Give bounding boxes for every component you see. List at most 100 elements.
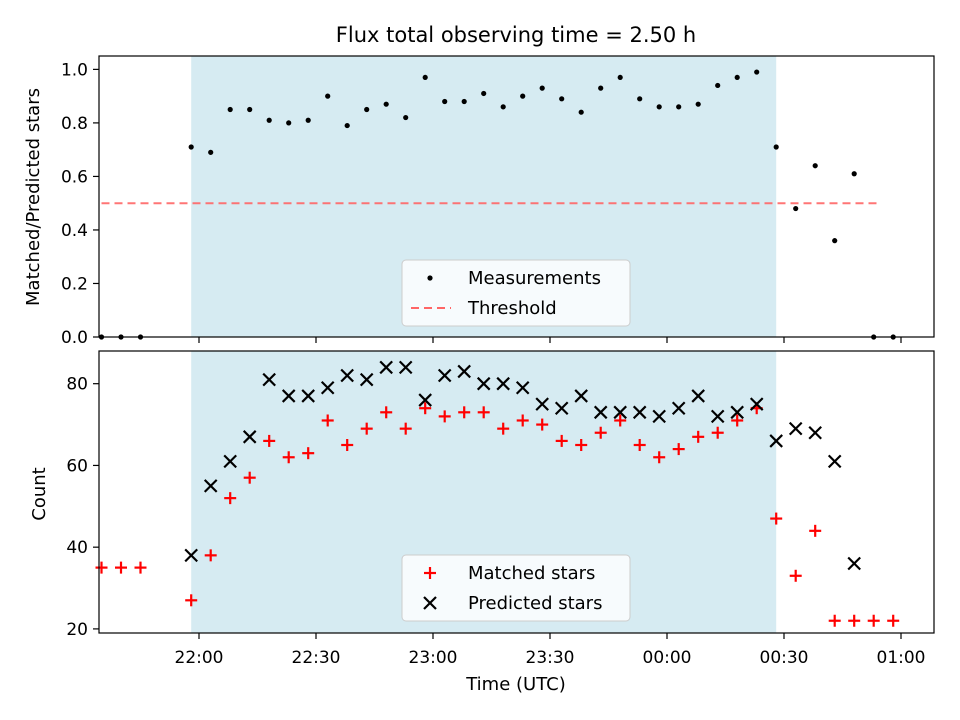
measurement-point	[227, 106, 233, 113]
top-axes-frame	[98, 55, 935, 338]
matched-star-marker	[341, 439, 354, 451]
measurement-point	[500, 104, 506, 110]
predicted-star-marker	[535, 397, 549, 411]
predicted-star-marker	[262, 372, 276, 387]
measurement-point	[305, 117, 311, 123]
matched-star-marker	[692, 430, 705, 443]
top-legend: Measurements Threshold	[401, 259, 631, 327]
matched-star-marker	[536, 418, 549, 431]
x-tick-label: 23:00	[409, 648, 458, 668]
measurement-point	[344, 122, 350, 129]
measurement-point	[188, 144, 194, 150]
matched-star-marker	[711, 426, 724, 439]
measurement-point	[578, 109, 584, 115]
measurement-point	[598, 85, 604, 91]
measurement-point	[715, 82, 721, 89]
matched-star-marker	[848, 614, 861, 627]
y-tick-label: 60	[66, 456, 88, 476]
x-tick-label: 01:00	[877, 648, 926, 668]
measurement-point	[208, 149, 214, 155]
matched-star-marker	[115, 561, 127, 574]
matched-star-marker	[867, 614, 880, 627]
top-y-axis-label: Matched/Predicted stars	[23, 88, 44, 306]
measurement-point	[539, 85, 545, 91]
predicted-star-marker	[379, 360, 393, 375]
bottom-panel: 20 40 60 80 22:00 22:30 23:00 23:30 00:00 00:30 0…	[29, 350, 935, 695]
predicted-star-marker	[437, 368, 452, 383]
measurement-point	[247, 106, 253, 113]
bottom-y-ticks: 20 40 60 80	[66, 375, 99, 640]
measurement-point	[403, 114, 409, 121]
predicted-star-marker	[242, 430, 257, 444]
legend-predicted-label: Predicted stars	[468, 593, 602, 614]
matched-star-marker	[321, 414, 334, 427]
matched-star-marker	[516, 414, 529, 427]
y-tick-label: 0.4	[61, 221, 88, 241]
matched-star-marker	[477, 406, 490, 419]
predicted-star-marker	[340, 368, 354, 383]
y-tick-label: 0.0	[61, 328, 88, 348]
measurement-point	[773, 144, 779, 150]
predicted-star-marker	[203, 479, 218, 493]
bottom-legend: Matched stars Predicted stars	[401, 554, 631, 622]
measurement-point	[481, 90, 487, 97]
measurement-point	[851, 171, 857, 177]
measurement-point	[520, 93, 526, 99]
predicted-star-marker	[788, 421, 803, 436]
matched-star-marker	[458, 406, 471, 419]
measurement-point	[364, 106, 370, 113]
legend-measurement-marker	[427, 275, 433, 281]
legend-matched-marker	[424, 567, 436, 579]
x-tick-label: 22:30	[292, 648, 341, 668]
y-tick-label: 80	[66, 375, 88, 395]
matched-star-marker	[789, 569, 802, 582]
measurement-point	[325, 93, 331, 99]
measurement-point	[734, 74, 740, 81]
matched-star-marker	[134, 561, 147, 574]
predicted-star-marker	[847, 556, 861, 571]
x-tick-label: 00:30	[760, 648, 809, 668]
matched-star-marker	[95, 561, 108, 574]
y-tick-label: 0.8	[61, 114, 88, 134]
matched-star-marker	[887, 614, 900, 627]
matched-star-marker	[828, 614, 841, 627]
predicted-star-marker	[671, 401, 686, 415]
matched-star-marker	[204, 549, 217, 562]
matched-star-marker	[438, 410, 451, 423]
predicted-star-marker	[652, 409, 666, 424]
measurement-point	[383, 101, 389, 107]
predicted-star-marker	[808, 425, 822, 440]
predicted-star-marker	[496, 376, 510, 391]
predicted-star-marker	[223, 454, 237, 469]
bottom-axes-frame	[98, 350, 935, 634]
top-panel: 0.0 0.2 0.4 0.6 0.8 1.0 Matched/Predicted sta…	[23, 55, 935, 348]
predicted-star-marker	[710, 409, 725, 424]
matched-star-marker	[263, 434, 276, 447]
matched-star-marker	[555, 434, 568, 447]
matched-star-marker	[497, 422, 510, 435]
measurement-point	[676, 104, 682, 110]
y-tick-label: 0.2	[61, 274, 88, 294]
y-tick-label: 0.6	[61, 167, 88, 187]
measurement-point	[812, 163, 818, 169]
predicted-star-marker	[749, 397, 764, 411]
predicted-star-marker	[632, 405, 647, 420]
matched-star-marker	[672, 443, 685, 456]
measurement-point	[637, 96, 643, 102]
predicted-star-marker	[827, 454, 842, 469]
predicted-star-marker	[301, 389, 315, 403]
matched-star-marker	[809, 524, 822, 537]
measurement-point	[656, 104, 662, 110]
predicted-star-marker	[320, 381, 335, 395]
x-tick-label: 00:00	[643, 648, 692, 668]
measurement-point	[695, 101, 701, 107]
measurement-point	[461, 98, 467, 105]
measurement-point	[266, 117, 272, 123]
measurement-point	[422, 74, 428, 81]
figure-title: Flux total observing time = 2.50 h	[336, 23, 696, 47]
predicted-star-marker	[418, 393, 432, 407]
matched-star-marker	[633, 439, 646, 451]
legend-predicted-marker	[423, 596, 437, 610]
matched-star-marker	[731, 414, 744, 427]
y-tick-label: 20	[66, 620, 88, 640]
